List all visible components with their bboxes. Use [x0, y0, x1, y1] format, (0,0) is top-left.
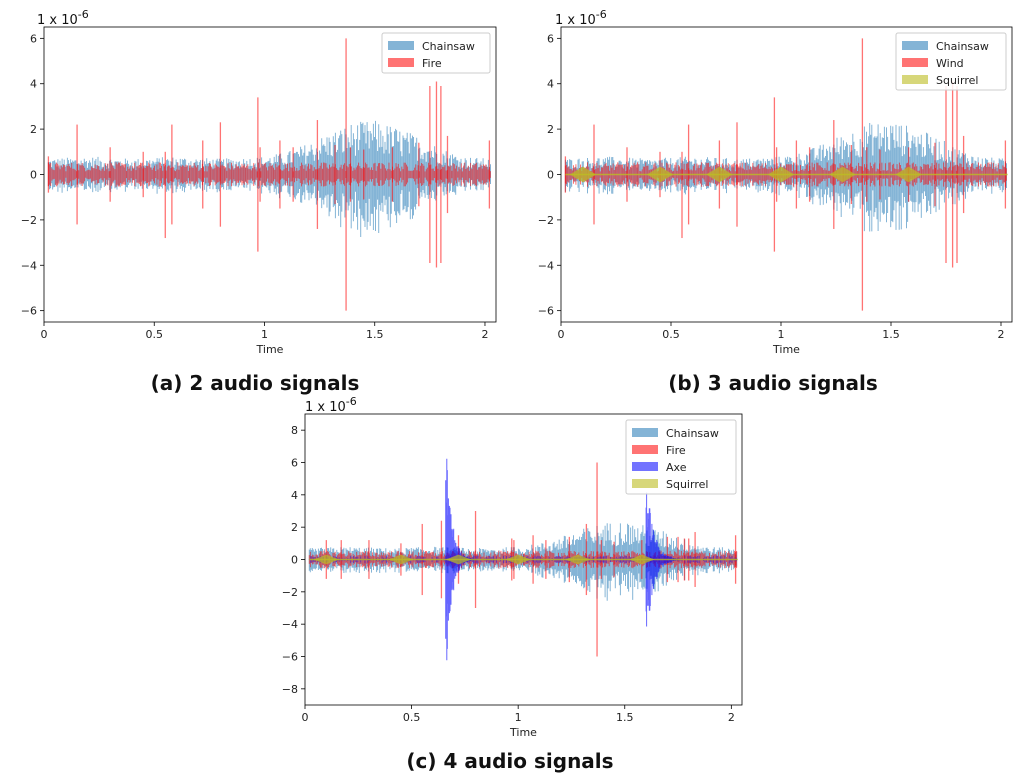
legend-label-fire: Fire [422, 57, 442, 70]
y-tick-label: 0 [30, 169, 37, 182]
y-scale-factor: 1 x 10-6 [37, 8, 89, 28]
chart-caption: (b) 3 audio signals [668, 371, 878, 395]
y-tick-label: −4 [538, 259, 554, 272]
x-axis-label: Time [509, 726, 537, 739]
y-tick-label: −2 [282, 586, 298, 599]
chirp-squirrel [706, 166, 733, 183]
x-tick-label: 0.5 [145, 328, 163, 341]
chirp-squirrel [829, 166, 856, 183]
plot-area [47, 38, 491, 311]
legend-swatch-fire [388, 58, 414, 67]
legend: Chainsaw Fire [381, 32, 491, 74]
legend-label-wind: Wind [936, 57, 964, 70]
x-tick-label: 1 [515, 711, 522, 724]
legend: Chainsaw Fire Axe Squirrel [625, 419, 737, 495]
chirp-squirrel [445, 554, 472, 565]
chart-caption: (a) 2 audio signals [151, 371, 360, 395]
chart-caption: (c) 4 audio signals [406, 749, 613, 773]
y-tick-label: −4 [21, 259, 37, 272]
legend-swatch-squirrel [902, 75, 928, 84]
y-tick-label: −6 [538, 305, 554, 318]
plot-area [564, 38, 1008, 311]
y-scale-factor: 1 x 10-6 [305, 395, 357, 415]
x-tick-label: 2 [728, 711, 735, 724]
y-tick-label: 4 [30, 78, 37, 91]
x-tick-label: 2 [481, 328, 488, 341]
chirp-squirrel [895, 166, 922, 183]
x-tick-label: 2 [998, 328, 1005, 341]
y-tick-label: 0 [291, 554, 298, 567]
y-tick-label: 6 [30, 32, 37, 45]
y-tick-label: 6 [547, 32, 554, 45]
y-tick-label: 0 [547, 169, 554, 182]
y-tick-label: −2 [538, 214, 554, 227]
x-tick-label: 1 [778, 328, 785, 341]
y-tick-label: 6 [291, 457, 298, 470]
y-tick-label: −4 [282, 618, 298, 631]
x-tick-label: 0 [302, 711, 309, 724]
legend-label-chainsaw: Chainsaw [936, 40, 989, 53]
chirp-squirrel [569, 166, 597, 183]
legend-label-fire: Fire [666, 444, 686, 457]
x-tick-label: 0.5 [662, 328, 680, 341]
legend-label-squirrel: Squirrel [936, 74, 978, 87]
legend-swatch-squirrel [632, 479, 658, 488]
legend-label-squirrel: Squirrel [666, 478, 708, 491]
chirp-squirrel [313, 554, 340, 565]
legend-label-axe: Axe [666, 461, 687, 474]
chirp-squirrel [629, 554, 655, 565]
x-tick-label: 0 [41, 328, 48, 341]
x-tick-label: 1.5 [366, 328, 384, 341]
legend-swatch-chainsaw [388, 41, 414, 50]
chirp-squirrel [388, 554, 414, 565]
y-tick-label: −2 [21, 214, 37, 227]
legend-swatch-chainsaw [902, 41, 928, 50]
legend-swatch-axe [632, 462, 658, 471]
x-axis-label: Time [772, 343, 800, 356]
x-axis-label: Time [256, 343, 284, 356]
legend-swatch-fire [632, 445, 658, 454]
y-tick-label: 2 [291, 521, 298, 534]
series-squirrel [309, 554, 738, 565]
y-scale-exponent: -6 [78, 8, 89, 21]
y-tick-label: −6 [282, 651, 298, 664]
legend-label-chainsaw: Chainsaw [422, 40, 475, 53]
x-tick-label: 0 [558, 328, 565, 341]
y-tick-label: 2 [30, 123, 37, 136]
legend: Chainsaw Wind Squirrel [895, 32, 1007, 91]
y-tick-label: 8 [291, 424, 298, 437]
chart-3: 0 0.5 1 1.5 2 −8 −6 −4 −2 0 2 4 6 8 Time 1 x 10-6 Chains… [282, 395, 743, 773]
y-tick-label: 4 [291, 489, 298, 502]
legend-box [625, 419, 737, 495]
legend-swatch-wind [902, 58, 928, 67]
chart-2: 0 0.5 1 1.5 2 −6 −4 −2 0 2 4 6 Time 1 x 10-6 Chainsaw W… [538, 8, 1013, 395]
series-fire [47, 38, 491, 311]
chirp-squirrel [505, 554, 531, 565]
x-tick-label: 1.5 [882, 328, 900, 341]
y-tick-label: 2 [547, 123, 554, 136]
y-tick-label: 4 [547, 78, 554, 91]
chart-1: 0 0.5 1 1.5 2 −6 −4 −2 0 2 4 6 Time 1 x 10-6 Chainsaw F… [21, 8, 497, 395]
y-tick-label: −6 [21, 305, 37, 318]
chirp-squirrel [646, 166, 674, 183]
x-tick-label: 0.5 [403, 711, 421, 724]
y-scale-exponent: -6 [346, 395, 357, 408]
series-squirrel [565, 166, 1008, 183]
y-scale-factor: 1 x 10-6 [555, 8, 607, 28]
legend-label-chainsaw: Chainsaw [666, 427, 719, 440]
x-tick-label: 1.5 [616, 711, 634, 724]
legend-swatch-chainsaw [632, 428, 658, 437]
y-scale-exponent: -6 [596, 8, 607, 21]
chirp-squirrel [565, 554, 591, 565]
chirp-squirrel [767, 166, 795, 183]
plot-area [308, 458, 738, 661]
x-tick-label: 1 [261, 328, 268, 341]
y-tick-label: −8 [282, 683, 298, 696]
